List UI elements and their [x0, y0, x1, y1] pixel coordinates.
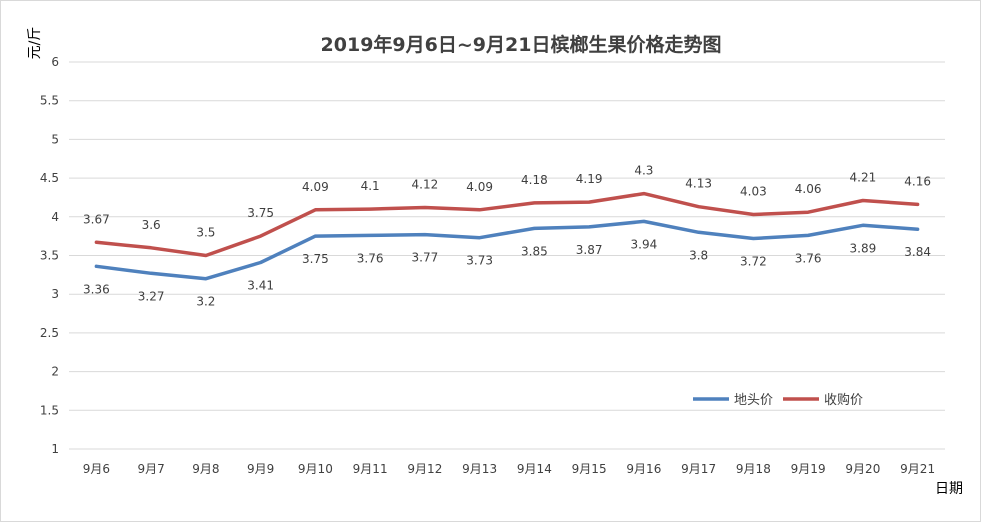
x-tick-label: 9月18: [736, 462, 771, 476]
y-axis-title: 元/斤: [27, 27, 43, 60]
data-label: 3.75: [302, 252, 329, 266]
data-label: 3.75: [247, 206, 274, 220]
data-label: 3.41: [247, 278, 274, 292]
y-tick-label: 1.5: [40, 403, 59, 417]
x-tick-label: 9月7: [137, 462, 164, 476]
y-tick-label: 4: [51, 210, 59, 224]
data-label: 4.21: [850, 171, 877, 185]
data-label: 4.3: [634, 164, 653, 178]
series-lines: [94, 191, 920, 281]
x-tick-label: 9月20: [845, 462, 880, 476]
data-label: 3.5: [196, 226, 215, 240]
x-tick-label: 9月12: [407, 462, 442, 476]
x-tick-label: 9月16: [626, 462, 661, 476]
x-tick-label: 9月11: [353, 462, 388, 476]
data-label: 3.6: [142, 218, 161, 232]
data-label: 4.13: [685, 177, 712, 191]
x-tick-label: 9月19: [791, 462, 826, 476]
x-tick-label: 9月13: [462, 462, 497, 476]
x-tick-label: 9月6: [83, 462, 110, 476]
x-tick-label: 9月15: [572, 462, 607, 476]
data-label: 4.18: [521, 173, 548, 187]
x-tick-label: 9月10: [298, 462, 333, 476]
data-label: 3.77: [412, 251, 439, 265]
data-label: 4.19: [576, 172, 603, 186]
x-tick-label: 9月8: [192, 462, 219, 476]
data-label: 3.84: [904, 245, 931, 259]
data-label: 4.03: [740, 184, 767, 198]
gridlines: [69, 61, 945, 450]
data-label: 3.87: [576, 243, 603, 257]
legend: 地头价 收购价: [693, 392, 863, 408]
data-label: 3.76: [357, 251, 384, 265]
data-label: 4.06: [795, 182, 822, 196]
x-axis-title: 日期: [935, 481, 963, 497]
x-axis-ticks: 9月6 9月7 9月8 9月9 9月10 9月11 9月12 9月13 9月14 9月15 9月16…: [83, 462, 935, 476]
data-label: 3.73: [466, 254, 493, 268]
data-label: 3.2: [196, 295, 215, 309]
x-tick-label: 9月17: [681, 462, 716, 476]
data-label: 3.76: [795, 251, 822, 265]
x-tick-label: 9月9: [247, 462, 274, 476]
data-label: 3.72: [740, 254, 767, 268]
y-tick-label: 3.5: [40, 249, 59, 263]
data-label: 3.36: [83, 282, 110, 296]
data-label: 4.16: [904, 174, 931, 188]
data-label: 4.12: [412, 178, 439, 192]
y-tick-label: 6: [51, 55, 59, 69]
data-label: 3.8: [689, 248, 708, 262]
y-tick-label: 5: [51, 132, 59, 146]
series-line-1: [94, 191, 920, 258]
data-label: 4.09: [466, 180, 493, 194]
legend-label: 地头价: [734, 393, 773, 408]
chart-title: 2019年9月6日~9月21日槟榔生果价格走势图: [321, 33, 722, 56]
data-label: 3.89: [850, 241, 877, 255]
data-label: 4.1: [361, 179, 380, 193]
data-label: 3.94: [631, 237, 658, 251]
y-tick-label: 4.5: [40, 171, 59, 185]
x-tick-label: 9月14: [517, 462, 552, 476]
data-label: 3.85: [521, 244, 548, 258]
data-label: 3.67: [83, 212, 110, 226]
x-tick-label: 9月21: [900, 462, 935, 476]
data-labels: 3.36 3.27 3.2 3.41 3.75 3.76 3.77 3.73 3.85 3.87 3…: [83, 164, 931, 309]
y-axis-ticks: 1 1.5 2 2.5 3 3.5 4 4.5 5 5.5 6: [40, 55, 59, 456]
data-label: 4.09: [302, 180, 329, 194]
legend-label: 收购价: [824, 392, 863, 408]
y-tick-label: 2: [51, 365, 59, 379]
series-line-0: [94, 219, 920, 281]
y-tick-label: 1: [51, 442, 59, 456]
y-tick-label: 3: [51, 287, 59, 301]
data-label: 3.27: [138, 289, 165, 303]
y-tick-label: 2.5: [40, 326, 59, 340]
y-tick-label: 5.5: [40, 94, 59, 108]
